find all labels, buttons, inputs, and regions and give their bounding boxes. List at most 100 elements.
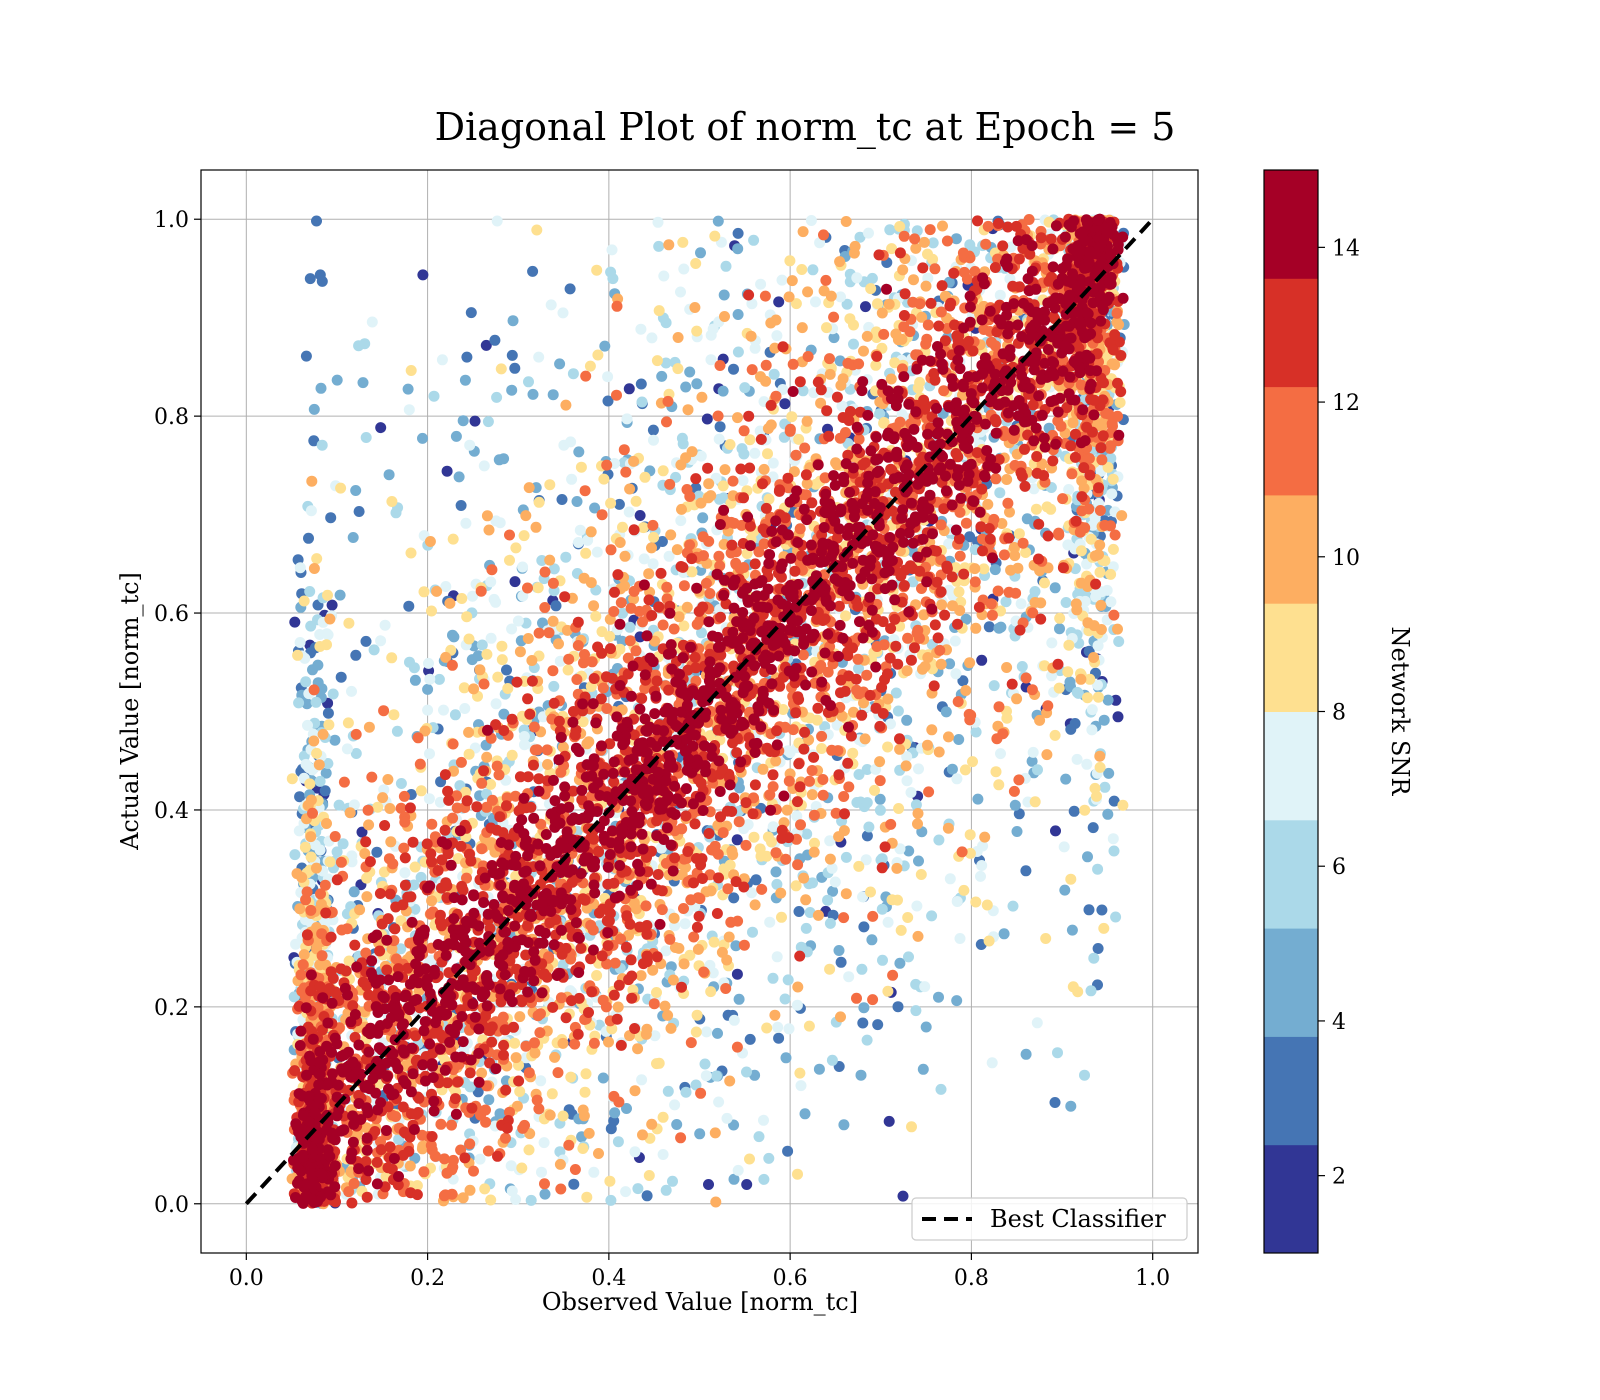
scatter-point bbox=[716, 946, 728, 958]
scatter-point bbox=[690, 258, 702, 269]
scatter-point bbox=[585, 526, 597, 538]
scatter-point bbox=[903, 845, 915, 857]
scatter-point bbox=[877, 954, 888, 966]
scatter-point bbox=[1105, 596, 1117, 608]
scatter-point bbox=[919, 981, 931, 993]
scatter-point bbox=[884, 224, 896, 236]
scatter-point bbox=[519, 739, 530, 751]
scatter-point bbox=[613, 498, 625, 510]
scatter-point bbox=[801, 828, 813, 840]
scatter-point bbox=[981, 899, 993, 911]
scatter-point bbox=[663, 550, 675, 562]
scatter-point bbox=[590, 610, 602, 622]
scatter-point bbox=[755, 278, 767, 290]
scatter-point bbox=[882, 741, 894, 753]
scatter-point bbox=[840, 888, 852, 900]
scatter-point bbox=[502, 683, 514, 694]
scatter-point bbox=[651, 355, 663, 367]
scatter-point bbox=[607, 273, 619, 285]
scatter-point bbox=[1105, 452, 1117, 464]
scatter-point bbox=[1082, 692, 1093, 704]
scatter-point bbox=[336, 924, 348, 936]
scatter-point bbox=[331, 846, 343, 858]
scatter-point bbox=[304, 586, 316, 597]
scatter-point bbox=[703, 478, 715, 490]
scatter-point bbox=[300, 350, 312, 362]
scatter-point bbox=[1107, 833, 1119, 845]
scatter-point bbox=[498, 453, 510, 465]
scatter-point bbox=[450, 430, 462, 442]
scatter-point bbox=[311, 747, 323, 759]
scatter-point bbox=[680, 452, 692, 464]
scatter-point bbox=[501, 664, 512, 676]
scatter-point bbox=[1030, 503, 1042, 515]
scatter-point bbox=[388, 709, 400, 721]
scatter-point bbox=[652, 216, 664, 228]
scatter-point bbox=[588, 1166, 600, 1178]
scatter-point bbox=[953, 586, 965, 598]
scatter-point bbox=[942, 822, 954, 834]
scatter-point bbox=[632, 1183, 644, 1195]
scatter-point bbox=[733, 993, 745, 1005]
scatter-point bbox=[792, 1168, 803, 1180]
scatter-point bbox=[800, 894, 812, 906]
scatter-point bbox=[405, 365, 417, 376]
scatter-point bbox=[1113, 636, 1125, 647]
scatter-point bbox=[662, 1085, 674, 1097]
scatter-point bbox=[643, 1170, 655, 1181]
scatter-point bbox=[346, 850, 358, 862]
scatter-point bbox=[1105, 568, 1117, 580]
scatter-point bbox=[605, 497, 617, 509]
scatter-point bbox=[614, 537, 626, 548]
scatter-point bbox=[481, 648, 493, 660]
scatter-point bbox=[304, 273, 316, 285]
scatter-point bbox=[834, 256, 846, 268]
scatter-point bbox=[737, 475, 749, 487]
scatter-point bbox=[638, 553, 650, 565]
scatter-point bbox=[298, 595, 310, 607]
scatter-point bbox=[835, 291, 846, 303]
scatter-point bbox=[920, 280, 932, 292]
scatter-point bbox=[828, 332, 840, 344]
scatter-point bbox=[415, 871, 427, 883]
scatter-point bbox=[1092, 943, 1104, 954]
scatter-point bbox=[347, 532, 359, 543]
scatter-point bbox=[469, 415, 481, 427]
scatter-point bbox=[571, 496, 583, 507]
scatter-point bbox=[1020, 865, 1032, 877]
scatter-point bbox=[1094, 505, 1106, 516]
scatter-point bbox=[476, 1067, 488, 1079]
scatter-point bbox=[294, 637, 306, 648]
scatter-point bbox=[636, 396, 648, 408]
scatter-point bbox=[457, 415, 469, 427]
scatter-point bbox=[426, 605, 437, 617]
scatter-point bbox=[959, 764, 971, 776]
scatter-point bbox=[1113, 319, 1125, 331]
scatter-point bbox=[791, 810, 803, 822]
scatter-point bbox=[463, 726, 475, 738]
scatter-point bbox=[647, 424, 659, 436]
scatter-point bbox=[770, 755, 782, 767]
scatter-point bbox=[950, 233, 962, 245]
scatter-point bbox=[733, 782, 745, 794]
scatter-point bbox=[1096, 904, 1108, 916]
scatter-point bbox=[696, 627, 707, 639]
scatter-point bbox=[795, 941, 807, 953]
scatter-point bbox=[726, 845, 738, 857]
scatter-point bbox=[525, 1194, 537, 1206]
scatter-point bbox=[712, 215, 724, 227]
scatter-point bbox=[792, 981, 804, 993]
scatter-point bbox=[446, 659, 458, 671]
scatter-point bbox=[660, 945, 672, 957]
scatter-point bbox=[982, 498, 994, 510]
scatter-point bbox=[763, 493, 775, 505]
scatter-point bbox=[481, 751, 493, 763]
scatter-point bbox=[1079, 1069, 1090, 1081]
scatter-point bbox=[713, 1096, 725, 1108]
scatter-point bbox=[424, 673, 436, 685]
scatter-point bbox=[802, 286, 814, 298]
scatter-point bbox=[1066, 924, 1078, 936]
scatter-point bbox=[694, 1128, 706, 1140]
scatter-point bbox=[838, 1119, 850, 1131]
scatter-point bbox=[910, 799, 922, 811]
